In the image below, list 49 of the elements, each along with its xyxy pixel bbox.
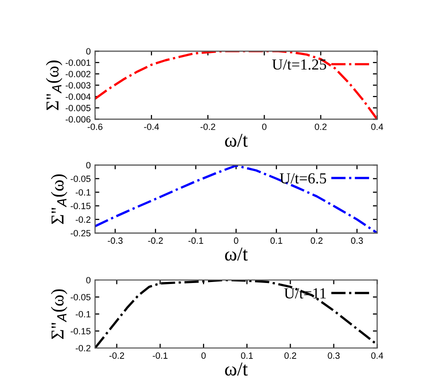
x-tick-label: 0 <box>201 352 206 359</box>
y-tick-label: 0 <box>86 162 91 168</box>
y-tick-label: -0.05 <box>70 176 91 182</box>
x-tick-label: 0.2 <box>314 124 327 130</box>
y-tick-label: -0.002 <box>66 70 90 78</box>
x-tick-label: -0.2 <box>148 237 163 244</box>
x-tick-label: 0.1 <box>241 352 253 359</box>
y-tick-label: -0.003 <box>66 82 90 89</box>
y-tick-label: 0 <box>86 276 91 284</box>
x-tick-label: 0.2 <box>310 237 323 244</box>
y-axis-title: Σ"$_{A}$(ω) <box>50 174 68 224</box>
y-tick-label: -0.05 <box>70 294 91 300</box>
y-tick-label: -0.005 <box>66 104 91 112</box>
x-tick-label: 0.4 <box>371 124 384 130</box>
x-tick-label: -0.1 <box>188 237 204 244</box>
y-tick-label: -0.15 <box>70 202 91 210</box>
x-tick-label: -0.6 <box>88 124 102 130</box>
y-axis-title: Σ"$_{A}$(ω) <box>50 289 68 339</box>
y-tick-label: -0.15 <box>70 328 91 334</box>
legend-label: U/t=1.25 <box>272 59 326 70</box>
x-tick-label: -0.2 <box>109 352 124 359</box>
y-tick-label: -0.1 <box>76 310 90 318</box>
y-tick-label: -0.25 <box>70 230 91 236</box>
y-tick-label: -0.006 <box>66 116 90 123</box>
x-tick-label: 0 <box>234 237 238 244</box>
x-tick-label: -0.1 <box>152 352 168 359</box>
legend-label: U/t=6.5 <box>280 173 326 184</box>
y-tick-label: -0.001 <box>66 59 90 66</box>
line-series <box>95 165 378 234</box>
x-axis-title: ω/t <box>225 362 248 376</box>
x-tick-label: 0.4 <box>371 352 384 359</box>
x-tick-label: 0.3 <box>328 352 340 359</box>
y-tick-label: -0.004 <box>66 93 91 100</box>
x-tick-label: -0.4 <box>144 124 159 130</box>
x-tick-label: 0.3 <box>351 237 363 244</box>
x-axis-title: ω/t <box>225 248 248 261</box>
line-series <box>95 280 378 348</box>
x-axis-title: ω/t <box>225 134 248 147</box>
line-series <box>95 51 378 120</box>
x-tick-label: 0.2 <box>284 352 296 359</box>
x-tick-label: -0.2 <box>200 124 216 130</box>
y-tick-label: -0.2 <box>76 344 90 352</box>
y-axis-title: Σ"$_{A}$(ω) <box>46 60 62 110</box>
x-tick-label: 0.1 <box>270 237 282 244</box>
x-tick-label: 0 <box>262 124 266 130</box>
y-tick-label: -0.2 <box>76 216 90 223</box>
y-tick-label: -0.1 <box>76 189 90 196</box>
x-tick-label: -0.3 <box>108 237 123 244</box>
y-tick-label: 0 <box>86 48 91 55</box>
